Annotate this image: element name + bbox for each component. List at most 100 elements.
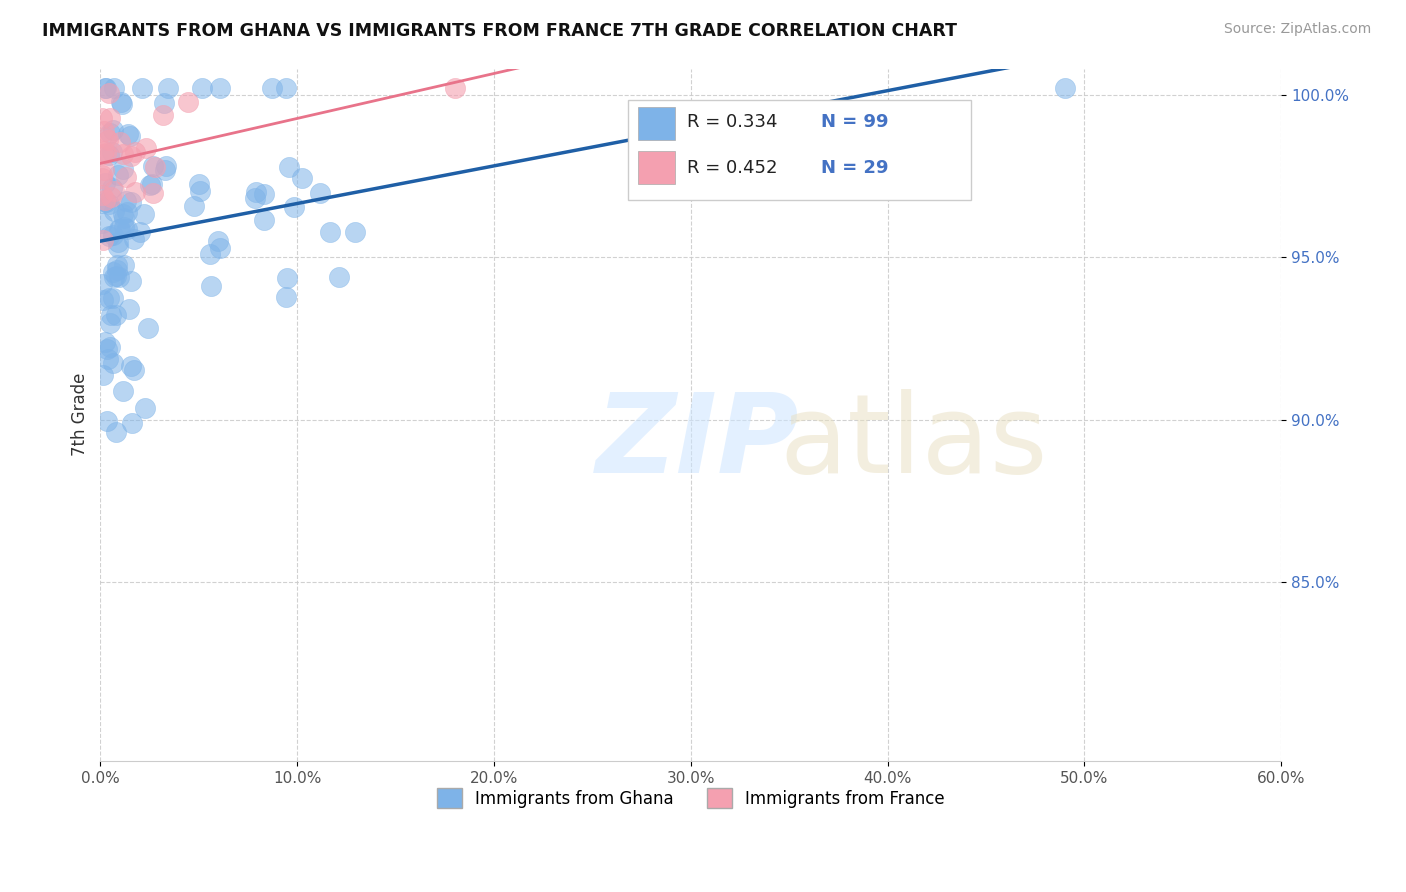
Point [101, 291, 124, 305]
Point [108, 270, 131, 285]
Point [283, 200, 305, 214]
Point [245, 191, 267, 205]
Point [97, 87, 120, 101]
Point [97, 133, 120, 147]
FancyBboxPatch shape [628, 100, 970, 200]
Point [278, 160, 301, 174]
Point [120, 274, 142, 288]
Point [110, 221, 132, 235]
Point [105, 425, 128, 439]
Point [107, 240, 129, 254]
Point [1053, 81, 1076, 95]
Text: R = 0.334: R = 0.334 [688, 113, 778, 131]
Point [91, 147, 114, 161]
Point [136, 321, 159, 335]
Point [117, 204, 139, 219]
Point [108, 222, 131, 236]
Point [142, 186, 165, 201]
Point [155, 159, 177, 173]
Point [96, 195, 118, 210]
Legend: Immigrants from Ghana, Immigrants from France: Immigrants from Ghana, Immigrants from F… [430, 781, 952, 815]
Point [135, 141, 157, 155]
Point [91, 196, 114, 211]
Point [98, 291, 121, 305]
Point [187, 178, 209, 192]
Text: atlas: atlas [779, 389, 1047, 496]
Point [141, 178, 163, 192]
Point [153, 163, 176, 178]
Point [91, 233, 114, 247]
Point [93, 293, 115, 307]
Point [107, 168, 129, 182]
Point [183, 199, 205, 213]
Point [104, 308, 127, 322]
Point [103, 269, 125, 284]
Point [111, 207, 134, 221]
FancyBboxPatch shape [637, 151, 675, 184]
Point [111, 384, 134, 399]
Point [200, 279, 222, 293]
Point [191, 81, 214, 95]
Point [153, 96, 176, 111]
Point [253, 213, 276, 227]
Point [112, 211, 135, 225]
Point [190, 185, 212, 199]
Point [105, 258, 128, 272]
Point [152, 108, 174, 122]
Text: N = 99: N = 99 [821, 113, 889, 131]
Point [100, 190, 122, 204]
FancyBboxPatch shape [637, 107, 675, 140]
Point [177, 95, 200, 109]
Point [97, 147, 120, 161]
Point [111, 97, 134, 112]
Point [260, 81, 283, 95]
Point [91, 216, 114, 230]
Point [309, 186, 332, 200]
Point [98, 196, 121, 211]
Point [98, 340, 121, 354]
Text: R = 0.452: R = 0.452 [688, 159, 778, 177]
Point [124, 363, 146, 377]
Point [97, 352, 120, 367]
Point [120, 359, 142, 374]
Point [138, 178, 160, 192]
Point [134, 401, 156, 416]
Point [112, 258, 135, 272]
Point [94, 81, 117, 95]
Point [120, 128, 142, 143]
Point [112, 147, 135, 161]
Point [143, 160, 166, 174]
Point [91, 188, 114, 202]
Point [96, 342, 118, 356]
Point [93, 124, 115, 138]
Point [110, 95, 132, 109]
Point [245, 186, 267, 200]
Point [103, 228, 125, 243]
Point [208, 81, 231, 95]
Point [105, 263, 128, 277]
Point [96, 414, 118, 428]
Point [103, 204, 125, 219]
Point [110, 135, 132, 149]
Point [117, 127, 139, 141]
Point [91, 170, 114, 185]
Point [103, 264, 125, 278]
Point [209, 241, 232, 255]
Point [122, 231, 145, 245]
Point [115, 222, 138, 236]
Point [319, 225, 342, 239]
Point [101, 145, 124, 159]
Point [103, 356, 125, 370]
Point [98, 126, 121, 140]
Point [117, 302, 139, 317]
Point [120, 194, 142, 209]
Text: Source: ZipAtlas.com: Source: ZipAtlas.com [1223, 22, 1371, 37]
Point [124, 185, 146, 199]
Point [328, 270, 350, 285]
Point [100, 308, 122, 322]
Point [94, 176, 117, 190]
Point [96, 81, 118, 95]
Point [94, 335, 117, 350]
Point [93, 144, 115, 158]
Point [115, 194, 138, 208]
